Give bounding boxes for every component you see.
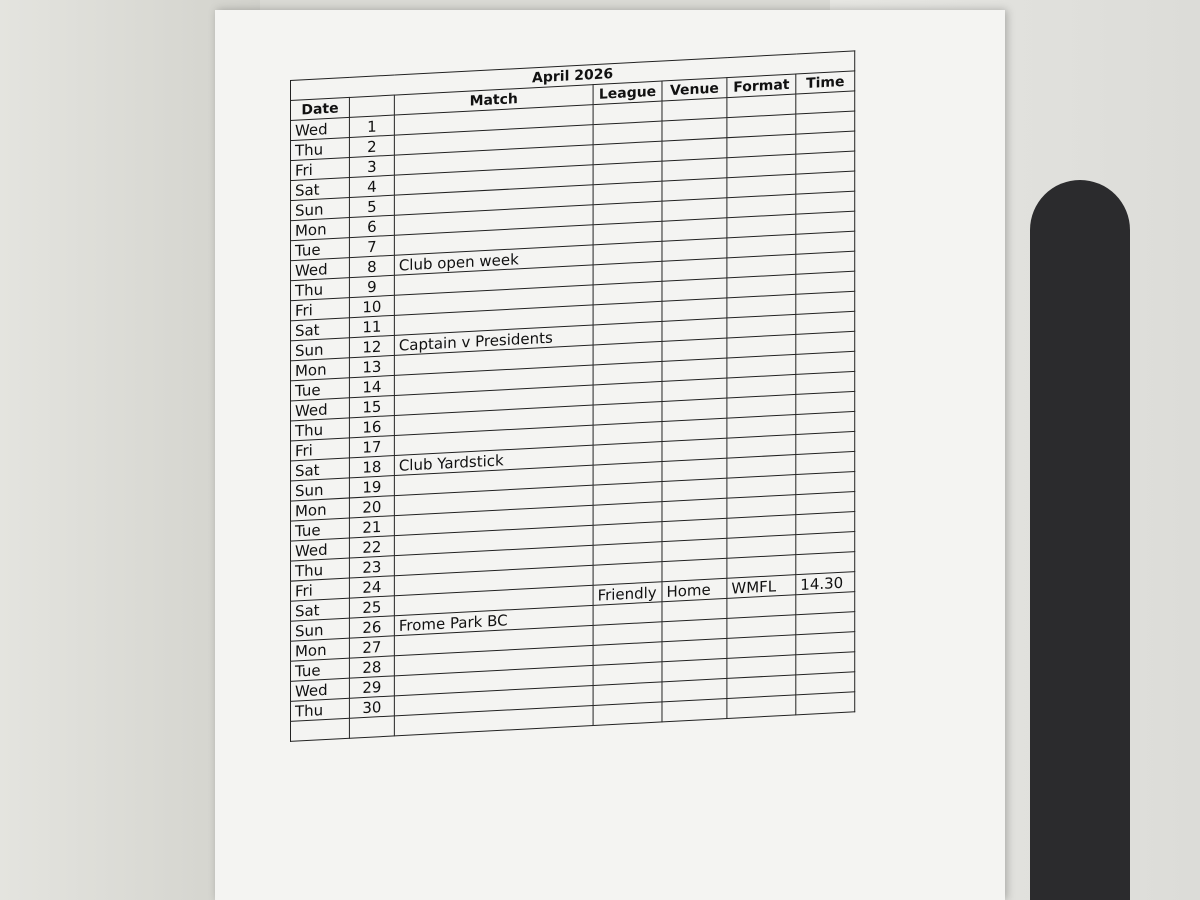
cell-date: 25 <box>349 595 395 619</box>
cell-date: 17 <box>349 435 395 458</box>
cell-date: 10 <box>349 295 395 318</box>
cell-date: 29 <box>349 675 395 699</box>
fixture-sheet: April 2026 Date Match League Venue Forma… <box>290 50 855 742</box>
cell-date: 4 <box>349 175 395 198</box>
cell-date: 16 <box>349 415 395 438</box>
board-handle <box>1030 180 1130 900</box>
cell-date: 6 <box>349 215 395 238</box>
cell-date <box>349 715 395 739</box>
cell-date: 3 <box>349 155 395 178</box>
cell-time <box>795 691 855 715</box>
cell-date: 11 <box>349 315 395 338</box>
cell-date: 19 <box>349 475 395 498</box>
cell-date: 13 <box>349 355 395 378</box>
cell-date: 27 <box>349 635 395 659</box>
cell-date: 20 <box>349 495 395 518</box>
fixture-table: April 2026 Date Match League Venue Forma… <box>290 50 855 742</box>
cell-date: 15 <box>349 395 395 418</box>
cell-date: 5 <box>349 195 395 218</box>
cell-date: 26 <box>349 615 395 639</box>
cell-date: 28 <box>349 655 395 679</box>
cell-venue <box>661 698 727 722</box>
cell-date: 9 <box>349 275 395 298</box>
cell-date: 14 <box>349 375 395 398</box>
cell-date: 7 <box>349 235 395 258</box>
cell-date: 21 <box>349 515 395 539</box>
cell-league <box>593 701 662 726</box>
paper <box>215 10 1005 900</box>
cell-date: 1 <box>349 115 395 138</box>
cell-date: 12 <box>349 335 395 358</box>
cell-date: 2 <box>349 135 395 158</box>
cell-format <box>726 694 796 719</box>
cell-date: 18 <box>349 455 395 478</box>
cell-date: 8 <box>349 255 395 278</box>
cell-date: 30 <box>349 695 395 719</box>
cell-date: 23 <box>349 555 395 579</box>
cell-date: 22 <box>349 535 395 559</box>
cell-date: 24 <box>349 575 395 599</box>
header-blank <box>349 95 395 118</box>
cell-day <box>290 718 350 742</box>
